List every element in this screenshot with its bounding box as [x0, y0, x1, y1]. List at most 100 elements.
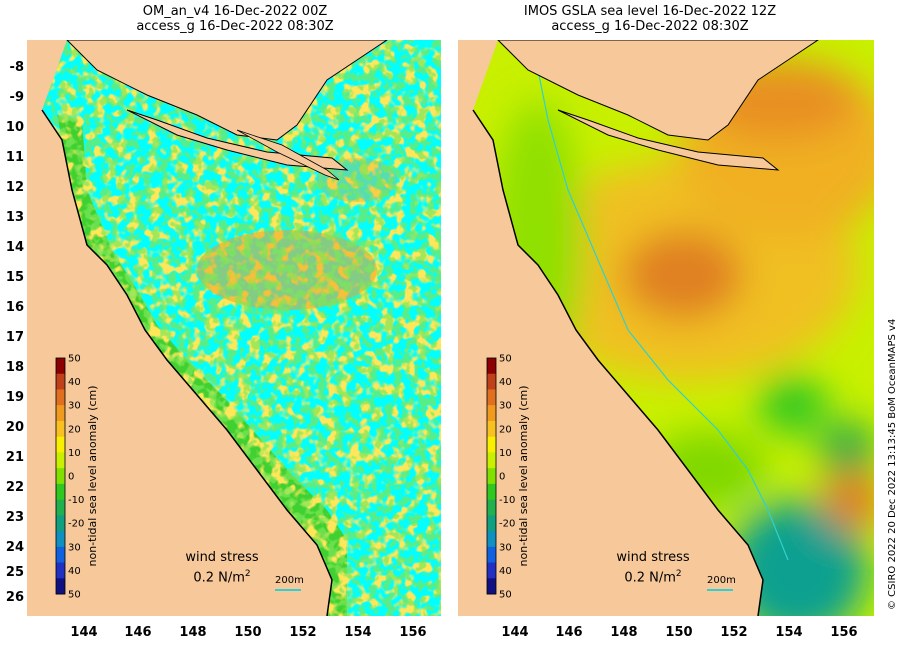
colorbar-segment [56, 373, 65, 390]
scale-bar-line-right [707, 589, 733, 591]
x-tick-label: 146 [124, 625, 152, 640]
colorbar-segment [56, 499, 65, 516]
colorbar-tick-label: 10 [68, 448, 81, 459]
colorbar-tick-label: -10 [68, 495, 84, 506]
left-title-line1: OM_an_v4 16-Dec-2022 00Z [142, 4, 328, 19]
colorbar-right: 50 40 30 20 10 0 -10 -20 30 40 50 non-tidal sea lev… [486, 354, 530, 601]
y-tick-label: 22 [5, 480, 24, 495]
y-tick-label: 19 [5, 390, 24, 405]
left-title: OM_an_v4 16-Dec-2022 00Z access_g 16-Dec… [110, 4, 360, 34]
island [236, 129, 340, 181]
colorbar-outline [486, 357, 497, 595]
colorbar-segment [56, 515, 65, 532]
colorbar-segment [487, 546, 496, 564]
coastline [472, 109, 764, 616]
colorbar-tick-label: 30 [68, 542, 81, 553]
png-coast [66, 40, 388, 141]
y-tick-label: 26 [5, 590, 24, 605]
x-tick-label: 154 [775, 625, 803, 640]
right-map [458, 40, 874, 616]
y-tick-label: 21 [5, 450, 24, 465]
colorbar-tick-label: 50 [499, 590, 512, 601]
colorbar-segment [56, 405, 65, 422]
x-tick-label: 152 [720, 625, 748, 640]
colorbar-left: 50 40 30 20 10 0 -10 -20 30 40 50 non-tidal sea lev… [55, 354, 99, 601]
wind-legend-left: wind stress 0.2 N/m2 [172, 550, 272, 586]
colorbar-segment [487, 389, 496, 406]
colorbar-segment [487, 562, 496, 579]
x-tick-label: 156 [399, 625, 427, 640]
cool-eddy [728, 500, 868, 616]
colorbar-tick-label: 30 [499, 401, 512, 412]
x-tick-label: 154 [344, 625, 372, 640]
warm-eddy [823, 470, 874, 530]
colorbar-tick-label: -10 [499, 495, 515, 506]
colorbar-tick-label: 30 [68, 401, 81, 412]
scale-bar-line-left [275, 589, 301, 591]
colorbar-tick-label: 0 [68, 472, 74, 483]
colorbar-tick-label: 50 [499, 354, 512, 365]
y-tick-label: 16 [5, 300, 24, 315]
left-title-line2: access_g 16-Dec-2022 08:30Z [136, 19, 334, 34]
colorbar-tick-label: 50 [68, 590, 81, 601]
credit-text: © CSIRO 2022 20 Dec 2022 13:13:45 BoM Oc… [887, 318, 898, 610]
right-title-line2: access_g 16-Dec-2022 08:30Z [551, 19, 749, 34]
y-tick-label: -8 [9, 60, 24, 75]
colorbar-tick-label: 40 [499, 377, 512, 388]
y-tick-label: -9 [9, 90, 24, 105]
colorbar-segment [56, 420, 65, 438]
colorbar-segment [56, 452, 65, 469]
left-map [27, 40, 441, 616]
left-map-panel [27, 40, 441, 616]
colorbar-segment [487, 436, 496, 453]
colorbar-segment [487, 358, 496, 375]
colorbar-segment [56, 546, 65, 564]
wind-legend-label: wind stress [185, 550, 259, 565]
colorbar-tick-label: 40 [68, 566, 81, 577]
colorbar-outline [55, 357, 66, 595]
scale-bar-label-left: 200m [275, 575, 304, 586]
colorbar-tick-label: -20 [499, 519, 515, 530]
colorbar-segment [487, 483, 496, 501]
colorbar-tick-label: 20 [68, 424, 81, 435]
colorbar-tick-label: 10 [499, 448, 512, 459]
y-tick-label: 14 [5, 240, 24, 255]
colorbar-segment [56, 578, 65, 595]
colorbar-segment [487, 531, 496, 548]
x-tick-label: 144 [70, 625, 98, 640]
x-tick-label: 150 [665, 625, 693, 640]
scale-bar-label-right: 200m [707, 575, 736, 586]
warm-core [623, 230, 743, 320]
right-map-panel [458, 40, 874, 616]
wind-legend-exponent: 2 [675, 569, 682, 579]
x-tick-label: 152 [289, 625, 317, 640]
colorbar-segment [487, 499, 496, 516]
colorbar-segment [56, 468, 65, 485]
y-tick-label: 10 [5, 120, 24, 135]
cool-eddy [758, 375, 828, 435]
y-tick-label: 15 [5, 270, 24, 285]
colorbar-tick-label: 30 [499, 542, 512, 553]
colorbar-segment [56, 436, 65, 453]
cool-eddy [820, 422, 874, 478]
colorbar-segment [56, 358, 65, 375]
right-title: IMOS GSLA sea level 16-Dec-2022 12Z acce… [500, 4, 800, 34]
colorbar-segment [487, 578, 496, 595]
x-tick-label: 146 [555, 625, 583, 640]
colorbar-segment [487, 420, 496, 438]
colorbar-segment [487, 515, 496, 532]
colorbar-tick-label: 0 [499, 472, 505, 483]
colorbar-title: non-tidal sea level anomaly (cm) [86, 386, 99, 567]
island [557, 109, 780, 171]
x-tick-label: 148 [179, 625, 207, 640]
x-tick-label: 148 [610, 625, 638, 640]
wind-legend-right: wind stress 0.2 N/m2 [603, 550, 703, 586]
colorbar-tick-label: 40 [68, 377, 81, 388]
colorbar-segment [487, 405, 496, 422]
bathymetry-contour [517, 40, 789, 561]
x-tick-label: 156 [830, 625, 858, 640]
wind-legend-exponent: 2 [244, 569, 251, 579]
y-tick-label: 20 [5, 420, 24, 435]
wind-legend-value: 0.2 N/m [193, 570, 245, 586]
y-tick-label: 24 [5, 540, 24, 555]
